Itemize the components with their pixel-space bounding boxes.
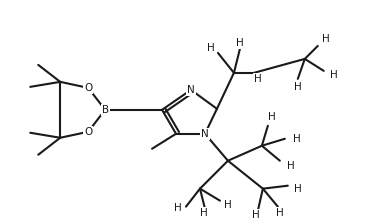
Text: H: H [207, 43, 215, 53]
Text: H: H [276, 208, 284, 218]
Text: O: O [84, 127, 92, 137]
Text: H: H [268, 112, 276, 122]
Text: N: N [201, 129, 209, 139]
Text: H: H [224, 200, 232, 210]
Text: H: H [293, 134, 301, 144]
Text: H: H [254, 74, 262, 84]
Text: H: H [252, 210, 260, 220]
Text: H: H [322, 34, 330, 44]
Text: O: O [84, 83, 92, 93]
Text: H: H [236, 38, 244, 48]
Text: H: H [294, 184, 302, 194]
Text: B: B [102, 105, 109, 115]
Text: H: H [174, 203, 182, 213]
Text: H: H [200, 208, 208, 218]
Text: H: H [330, 70, 338, 80]
Text: H: H [287, 161, 295, 171]
Text: H: H [294, 82, 302, 92]
Text: N: N [187, 85, 195, 95]
